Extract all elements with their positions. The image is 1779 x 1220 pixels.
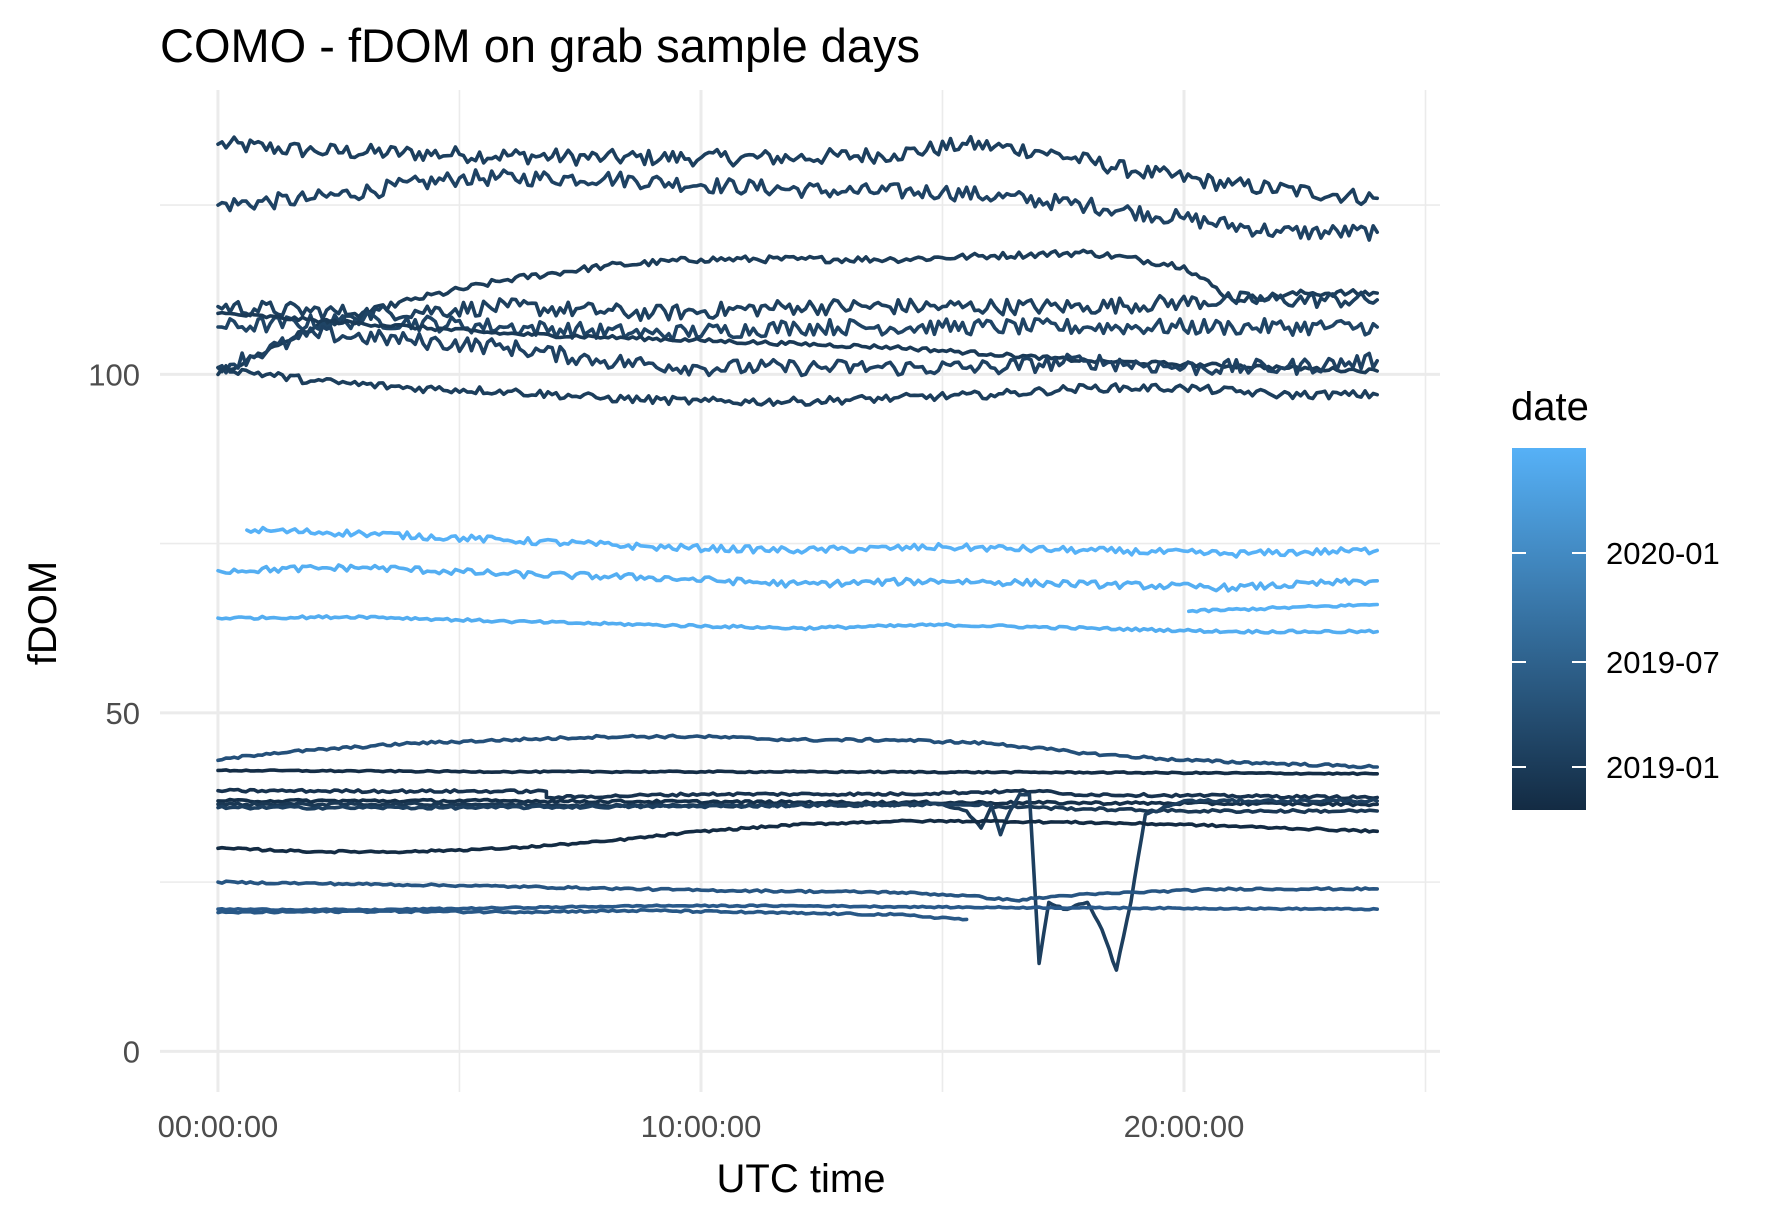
x-tick-label: 00:00:00	[158, 1109, 279, 1144]
legend-break-label: 2019-01	[1606, 750, 1720, 785]
series-line-22	[216, 907, 969, 922]
series-line-9	[245, 525, 1379, 559]
y-tick-label: 0	[123, 1034, 140, 1069]
legend-breaks: 2020-01 2019-07 2019-01	[1512, 536, 1720, 785]
y-axis-title: fDOM	[21, 561, 65, 665]
legend-break-label: 2019-07	[1606, 645, 1720, 680]
series-line-14	[216, 768, 1379, 777]
y-tick-label: 100	[88, 357, 140, 392]
series-line-1	[216, 135, 1379, 207]
series-line-18	[216, 792, 1379, 972]
series-line-4	[216, 290, 1379, 323]
series-line-20	[216, 879, 1379, 903]
tick-labels: 00:00:00 10:00:00 20:00:00 0 50 100	[88, 357, 1244, 1144]
x-axis-title: UTC time	[717, 1157, 886, 1201]
series-line-19	[216, 818, 1379, 855]
x-tick-label: 10:00:00	[641, 1109, 762, 1144]
series-line-15	[216, 787, 1379, 801]
series-line-6	[216, 310, 1379, 375]
legend-break-label: 2020-01	[1606, 536, 1720, 571]
y-tick-label: 50	[106, 696, 140, 731]
legend-title: date	[1511, 385, 1589, 429]
series-line-11	[1187, 602, 1379, 614]
series-line-3	[216, 248, 1379, 377]
series-line-7	[216, 324, 1379, 378]
series-line-13	[216, 733, 1379, 770]
x-tick-label: 20:00:00	[1124, 1109, 1245, 1144]
series-line-21	[216, 903, 1379, 913]
gridlines	[160, 90, 1440, 1092]
color-legend: date 2020-01 2019-07 2019-01	[1511, 385, 1720, 810]
series-line-12	[216, 614, 1379, 635]
series-line-2	[216, 168, 1379, 242]
chart-title: COMO - fDOM on grab sample days	[160, 19, 920, 72]
data-series	[216, 135, 1379, 972]
series-line-8	[216, 363, 1379, 407]
legend-colorbar	[1512, 448, 1586, 810]
series-line-10	[216, 563, 1379, 593]
